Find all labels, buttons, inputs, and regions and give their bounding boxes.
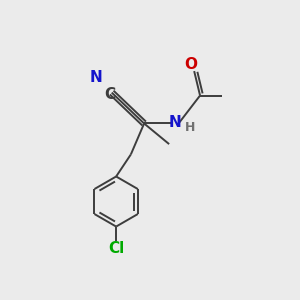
Text: N: N <box>89 70 102 86</box>
Text: H: H <box>184 122 195 134</box>
Text: O: O <box>185 57 198 72</box>
Text: N: N <box>169 115 182 130</box>
Text: C: C <box>104 87 115 102</box>
Text: Cl: Cl <box>108 241 124 256</box>
